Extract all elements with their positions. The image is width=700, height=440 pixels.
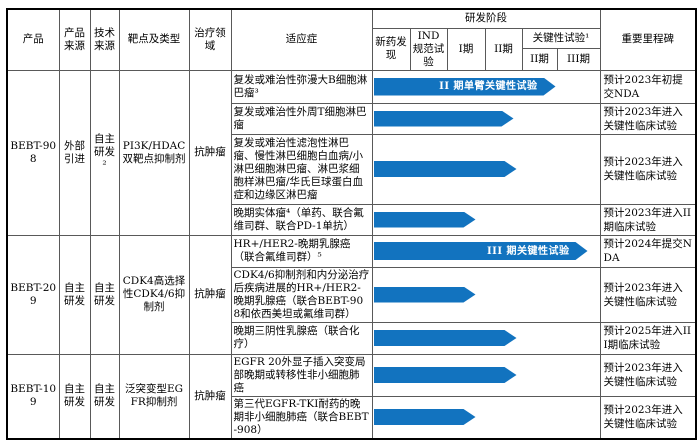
therapy-area-cell: 抗肿瘤 [188, 353, 232, 439]
tech-source-cell: 自主研发² [89, 69, 120, 236]
product-source-cell: 自主研发 [58, 234, 91, 355]
arrow-label: II 期单臂关键性试验 [439, 81, 538, 92]
progress-arrow [374, 287, 476, 303]
col-header-stage-phase2: II期 [484, 27, 523, 71]
indication-cell: HR+/HER2-晚期乳腺癌（联合氟维司群）⁵ [230, 234, 373, 268]
col-header-milestone: 重要里程碑 [599, 8, 697, 71]
indication-cell: EGFR 20外显子插入突变局部晚期或转移性非小细胞肺癌 [230, 353, 373, 397]
stage-track: III 期关键性试验 [371, 234, 601, 268]
indication-cell: CDK4/6抑制剂和内分泌治疗后疾病进展的HR+/HER2-晚期乳腺癌（联合BE… [230, 266, 373, 323]
milestone-cell: 预计2023年初提交NDA [599, 69, 697, 104]
milestone-cell: 预计2023年进入II期临床试验 [599, 203, 697, 236]
stage-track [371, 203, 601, 236]
progress-arrow [374, 161, 517, 177]
indication-cell: 晚期实体瘤⁴（单药、联合氟维司群、联合PD-1单抗） [230, 203, 373, 236]
table-row: CDK4/6抑制剂和内分泌治疗后疾病进展的HR+/HER2-晚期乳腺癌（联合BE… [7, 266, 697, 323]
milestone-cell: 预计2025年进入III期临床试验 [599, 321, 697, 355]
indication-cell: 第三代EGFR-TKI耐药的晚期非小细胞肺癌（联合BEBT-908） [230, 395, 373, 439]
milestone-cell: 预计2024年提交NDA [599, 234, 697, 268]
col-header-key-phase2: II期 [521, 47, 558, 71]
col-header-tech-source: 技术来源 [89, 8, 120, 71]
tech-source-cell: 自主研发 [89, 353, 120, 439]
stage-track [371, 133, 601, 205]
stage-track [371, 102, 601, 135]
col-header-stage-discovery: 新药发现 [371, 27, 411, 71]
col-header-key-trial: 关键性试验¹ [521, 27, 601, 49]
header-row-2: 新药发现 IND规范试验 I期 II期 关键性试验¹ [7, 27, 696, 71]
milestone-cell: 预计2023年进入关键性临床试验 [599, 102, 697, 135]
therapy-area-cell: 抗肿瘤 [188, 234, 232, 355]
col-header-product: 产品 [6, 8, 60, 71]
product-name: BEBT-908 [6, 69, 60, 236]
stage-track: II 期单臂关键性试验 [371, 69, 601, 104]
indication-cell: 复发或难治性弥漫大B细胞淋巴瘤³ [230, 69, 373, 104]
stage-track [371, 395, 601, 439]
progress-arrow [374, 367, 517, 383]
table-row: 晚期三阴性乳腺癌（联合化疗） 预计2025年进入III期临床试验 [7, 321, 697, 355]
table-row: 复发或难治性滤泡性淋巴瘤、慢性淋巴细胞白血病/小淋巴细胞淋巴瘤、淋巴浆细胞样淋巴… [7, 133, 697, 205]
product-name: BEBT-209 [6, 234, 60, 355]
milestone-cell: 预计2023年进入关键性临床试验 [599, 266, 697, 323]
progress-arrow: II 期单臂关键性试验 [374, 78, 556, 96]
product-source-cell: 外部引进 [58, 69, 91, 236]
col-header-stage-ind: IND规范试验 [409, 27, 448, 71]
progress-arrow: III 期关键性试验 [374, 242, 588, 260]
progress-arrow [374, 111, 514, 127]
stage-track [371, 321, 601, 355]
table-row: 复发或难治性外周T细胞淋巴瘤 预计2023年进入关键性临床试验 [7, 102, 697, 135]
header-row-1: 产品 产品来源 技术来源 靶点及类型 治疗领域 适应症 研发阶段 重要里程碑 [6, 8, 697, 71]
table-row: BEBT-109 自主研发 自主研发 泛突变型EGFR抑制剂 抗肿瘤 EGFR … [6, 353, 697, 439]
therapy-area-cell: 抗肿瘤 [188, 69, 232, 236]
product-name: BEBT-109 [6, 353, 60, 439]
indication-cell: 晚期三阴性乳腺癌（联合化疗） [230, 321, 373, 355]
progress-arrow [374, 409, 476, 425]
milestone-cell: 预计2023年进入关键性临床试验 [599, 353, 697, 397]
col-header-target-type: 靶点及类型 [118, 8, 190, 71]
pipeline-table: 产品 产品来源 技术来源 靶点及类型 治疗领域 适应症 研发阶段 重要里程碑 新… [6, 8, 698, 440]
milestone-cell: 预计2023年进入关键性临床试验 [599, 133, 697, 205]
stage-track [371, 353, 601, 397]
stage-track [371, 266, 601, 323]
col-header-key-phase3: III期 [556, 47, 601, 71]
col-header-stage-phase1: I期 [446, 27, 486, 71]
target-type-cell: 泛突变型EGFR抑制剂 [118, 353, 190, 439]
progress-arrow [374, 330, 517, 346]
col-header-stage-group: 研发阶段 [371, 8, 601, 29]
col-header-product-source: 产品来源 [58, 8, 91, 71]
table-row: BEBT-209 自主研发 自主研发 CDK4高选择性CDK4/6抑制剂 抗肿瘤… [6, 234, 697, 355]
indication-cell: 复发或难治性外周T细胞淋巴瘤 [230, 102, 373, 135]
milestone-cell: 预计2023年进入关键性临床试验 [599, 395, 697, 439]
target-type-cell: CDK4高选择性CDK4/6抑制剂 [118, 234, 190, 355]
product-source-cell: 自主研发 [58, 353, 91, 439]
table-row: BEBT-908 外部引进 自主研发² PI3K/HDAC双靶点抑制剂 抗肿瘤 … [6, 69, 697, 236]
table-row: 晚期实体瘤⁴（单药、联合氟维司群、联合PD-1单抗） 预计2023年进入II期临… [7, 203, 697, 236]
col-header-therapy-area: 治疗领域 [188, 8, 232, 71]
arrow-label: III 期关键性试验 [486, 245, 570, 257]
header-row-3: II期 III期 [7, 47, 696, 71]
target-type-cell: PI3K/HDAC双靶点抑制剂 [118, 69, 190, 236]
tech-source-cell: 自主研发 [89, 234, 120, 355]
progress-arrow [374, 212, 476, 228]
col-header-indication: 适应症 [230, 8, 373, 71]
indication-cell: 复发或难治性滤泡性淋巴瘤、慢性淋巴细胞白血病/小淋巴细胞淋巴瘤、淋巴浆细胞样淋巴… [230, 133, 373, 205]
